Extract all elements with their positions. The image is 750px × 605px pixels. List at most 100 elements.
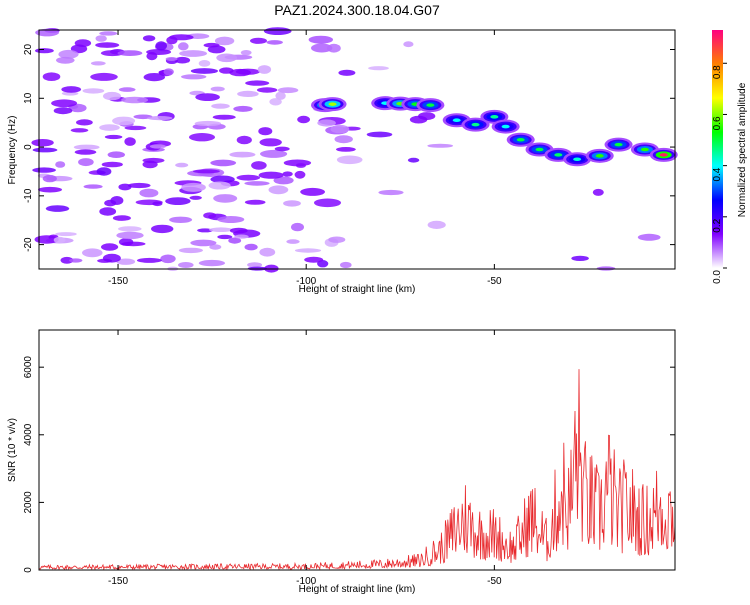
noise-cell	[118, 226, 142, 232]
noise-cell	[55, 161, 66, 168]
noise-cell	[42, 72, 61, 81]
noise-cell	[277, 87, 299, 94]
noise-cell	[328, 236, 346, 243]
noise-cell	[190, 239, 217, 247]
y-tick-label: -10	[23, 188, 34, 203]
noise-cell	[203, 212, 217, 219]
noise-cell	[260, 149, 288, 158]
noise-cell	[209, 227, 233, 232]
noise-cell	[268, 185, 289, 195]
noise-cell	[189, 133, 215, 142]
noise-cell	[236, 135, 252, 145]
noise-cell	[95, 35, 107, 42]
y-tick-label: 0	[23, 567, 34, 573]
noise-cell	[403, 41, 414, 48]
noise-cell	[210, 86, 225, 92]
noise-cell	[256, 87, 278, 93]
ridge-core	[659, 153, 668, 157]
noise-cell	[210, 175, 235, 184]
noise-cell	[251, 161, 267, 170]
noise-cell	[51, 99, 78, 108]
y-tick-label: 4000	[23, 423, 34, 446]
noise-cell	[143, 73, 165, 82]
y-tick-label: 10	[23, 92, 34, 104]
ridge-core	[516, 137, 525, 142]
noise-cell	[100, 50, 124, 57]
noise-cell	[189, 195, 202, 200]
colorbar-label: Normalized spectral amplitude	[737, 82, 748, 217]
noise-cell	[78, 158, 94, 167]
noise-cell	[233, 105, 253, 112]
spectrogram-frame	[38, 29, 676, 270]
noise-cell	[142, 160, 158, 169]
ridge-core	[595, 154, 604, 158]
ridge-core	[452, 118, 461, 123]
noise-cell	[211, 103, 230, 109]
ridge-core	[490, 115, 499, 119]
colorbar-scale	[712, 30, 723, 268]
noise-cell	[304, 256, 324, 263]
noise-cell	[116, 258, 136, 265]
noise-cell	[146, 52, 158, 61]
noise-cell	[209, 244, 222, 250]
noise-cell	[336, 155, 363, 165]
y-tick-label: 0	[23, 144, 34, 150]
spectrogram-cells	[31, 27, 661, 273]
noise-cell	[99, 207, 117, 216]
noise-cell	[151, 224, 174, 234]
y-tick-label: 2000	[23, 491, 34, 514]
noise-cell	[139, 188, 159, 198]
chart-title: PAZ1.2024.300.18.04.G07	[274, 2, 440, 18]
x-tick-label: -150	[108, 276, 128, 287]
noise-cell	[297, 115, 310, 124]
noise-cell	[294, 170, 306, 179]
snr-frame	[38, 329, 676, 571]
noise-cell	[192, 169, 220, 174]
noise-cell	[101, 243, 119, 251]
colorbar-tick-label: 0.4	[712, 167, 723, 181]
noise-cell	[136, 257, 162, 263]
noise-cell	[592, 188, 604, 196]
noise-cell	[96, 167, 112, 176]
noise-cell	[237, 90, 259, 97]
noise-cell	[165, 57, 178, 61]
noise-cell	[366, 131, 393, 138]
noise-cell	[213, 194, 238, 203]
noise-cell	[169, 216, 193, 223]
noise-cell	[110, 196, 124, 205]
noise-cell	[407, 157, 420, 163]
noise-cell	[32, 167, 56, 173]
noise-cell	[178, 262, 194, 268]
snr-panel: -150 -100 -50 0 2000 4000 6000 Height of stra…	[7, 329, 676, 595]
colorbar-ticks: 0.0 0.2 0.4 0.6 0.8	[712, 62, 727, 284]
noise-cell	[74, 39, 92, 47]
noise-cell	[160, 254, 176, 264]
noise-cell	[83, 184, 103, 189]
y-tick-label: 6000	[23, 356, 34, 379]
noise-cell	[244, 243, 258, 251]
noise-cell	[174, 56, 191, 64]
x-tick-label: -100	[296, 276, 316, 287]
noise-cell	[368, 66, 389, 71]
noise-cell	[409, 115, 428, 124]
noise-cell	[74, 149, 97, 155]
snr-background	[39, 330, 675, 570]
colorbar-tick-label: 0.8	[712, 65, 723, 79]
noise-cell	[275, 91, 286, 100]
noise-cell	[217, 234, 233, 240]
noise-cell	[637, 233, 661, 241]
noise-cell	[102, 253, 121, 263]
noise-cell	[118, 183, 132, 191]
noise-cell	[155, 41, 167, 51]
x-tick-label: -150	[108, 576, 128, 587]
noise-cell	[314, 198, 341, 208]
noise-cell	[244, 199, 266, 205]
noise-cell	[90, 72, 118, 81]
noise-cell	[219, 67, 234, 74]
noise-cell	[217, 216, 245, 223]
y-tick-label: 20	[23, 44, 34, 56]
noise-cell	[178, 42, 189, 51]
noise-cell	[198, 259, 225, 267]
noise-cell	[69, 258, 83, 263]
